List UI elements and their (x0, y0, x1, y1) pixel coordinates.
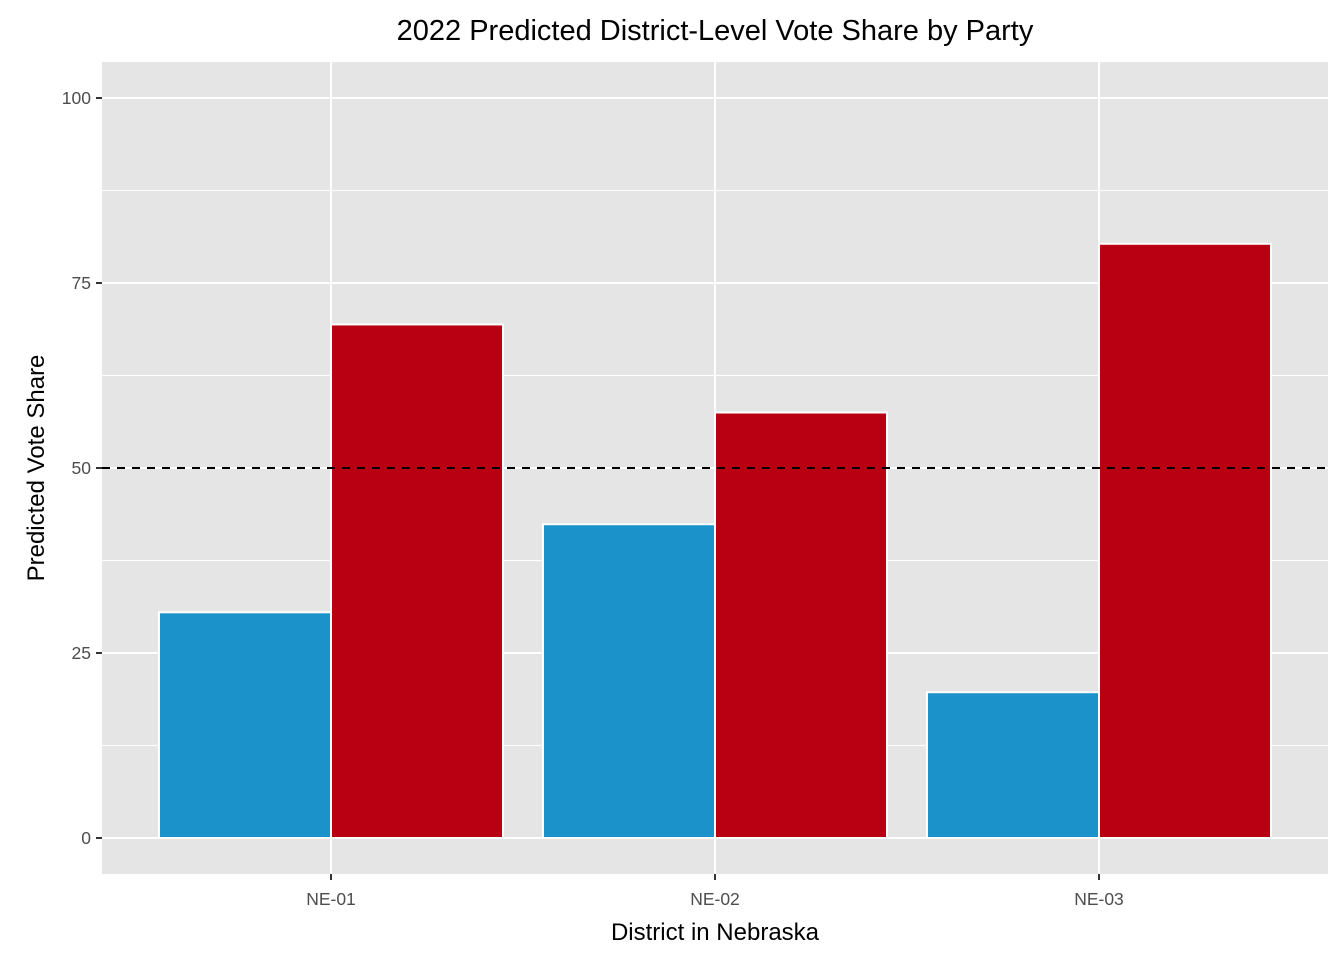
x-axis-title: District in Nebraska (611, 919, 820, 946)
bar-ne-03-series-1 (926, 691, 1100, 839)
x-tick-label: NE-01 (306, 889, 356, 909)
bar-ne-02-series-1 (542, 523, 716, 839)
x-tick-label: NE-03 (1074, 889, 1124, 909)
y-tick-label: 75 (72, 273, 91, 293)
bar-ne-01-series-2 (330, 323, 504, 839)
y-tick-label: 100 (62, 88, 91, 108)
y-axis-ticks: 0 25 50 75 100 (62, 88, 102, 848)
bar-ne-01-series-1 (158, 611, 332, 839)
y-tick-label: 0 (81, 828, 91, 848)
bars-group (158, 242, 1272, 839)
chart-title: 2022 Predicted District-Level Vote Share… (397, 15, 1034, 47)
y-axis-title: Predicted Vote Share (23, 355, 50, 582)
y-tick-label: 25 (72, 643, 91, 663)
x-tick-label: NE-02 (690, 889, 740, 909)
y-tick-label: 50 (72, 458, 92, 478)
x-axis-ticks: NE-01 NE-02 NE-03 (306, 874, 1124, 909)
bar-ne-02-series-2 (714, 411, 888, 839)
bar-ne-03-series-2 (1098, 242, 1272, 839)
